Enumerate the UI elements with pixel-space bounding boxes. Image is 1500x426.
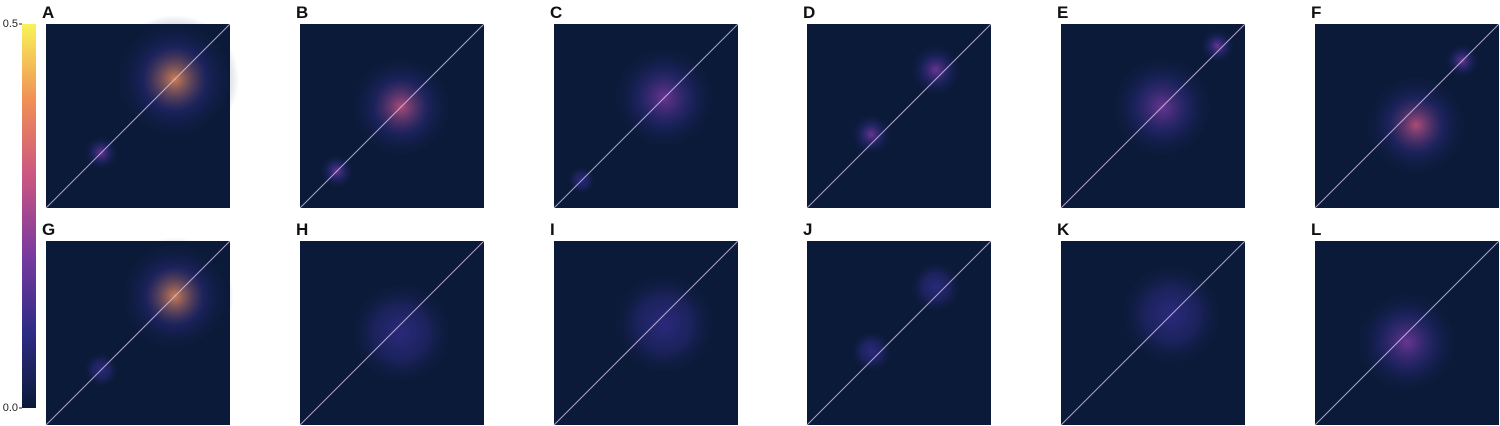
heatmap-diagonal [806,240,992,426]
colorbar-tick-label: 0.0 [3,402,18,414]
heatmap-texture [1199,27,1236,65]
panel-label: C [550,3,562,22]
heatmap-texture [609,268,720,379]
panel-label: J [803,220,812,239]
panel-label: E [1057,3,1068,22]
panel-label: I [550,220,555,239]
panel-label: F [1311,3,1321,22]
heatmap-texture [908,42,964,98]
heatmap-texture [849,329,894,374]
heatmap-diagonal [299,240,485,426]
heatmap-diagonal [45,240,231,426]
panel-label: G [42,220,55,239]
heatmap-texture [1361,70,1472,181]
heatmap-diagonal [1060,23,1246,209]
panel-label: K [1057,220,1070,239]
heatmap-texture [1351,287,1463,398]
heatmap-diagonal [806,23,992,209]
heatmap-diagonal [1060,240,1246,426]
panel-label: H [296,220,308,239]
heatmap-diagonal [299,23,485,209]
heatmap-texture [908,259,964,315]
heatmap-diagonal [553,23,739,209]
heatmap-diagonal [1314,240,1500,426]
colorbar [22,24,36,408]
heatmap-diagonal [1314,23,1500,209]
heatmap-diagonal [553,240,739,426]
heatmap-texture [849,112,894,157]
heatmap-texture [346,277,457,389]
panel-label: D [803,3,815,22]
heatmap-diagonal [45,23,231,209]
panel-label: L [1311,220,1321,239]
colorbar-tick-label: 0.5 [3,18,18,30]
panel-label: B [296,3,308,22]
panel-label: A [42,3,54,22]
